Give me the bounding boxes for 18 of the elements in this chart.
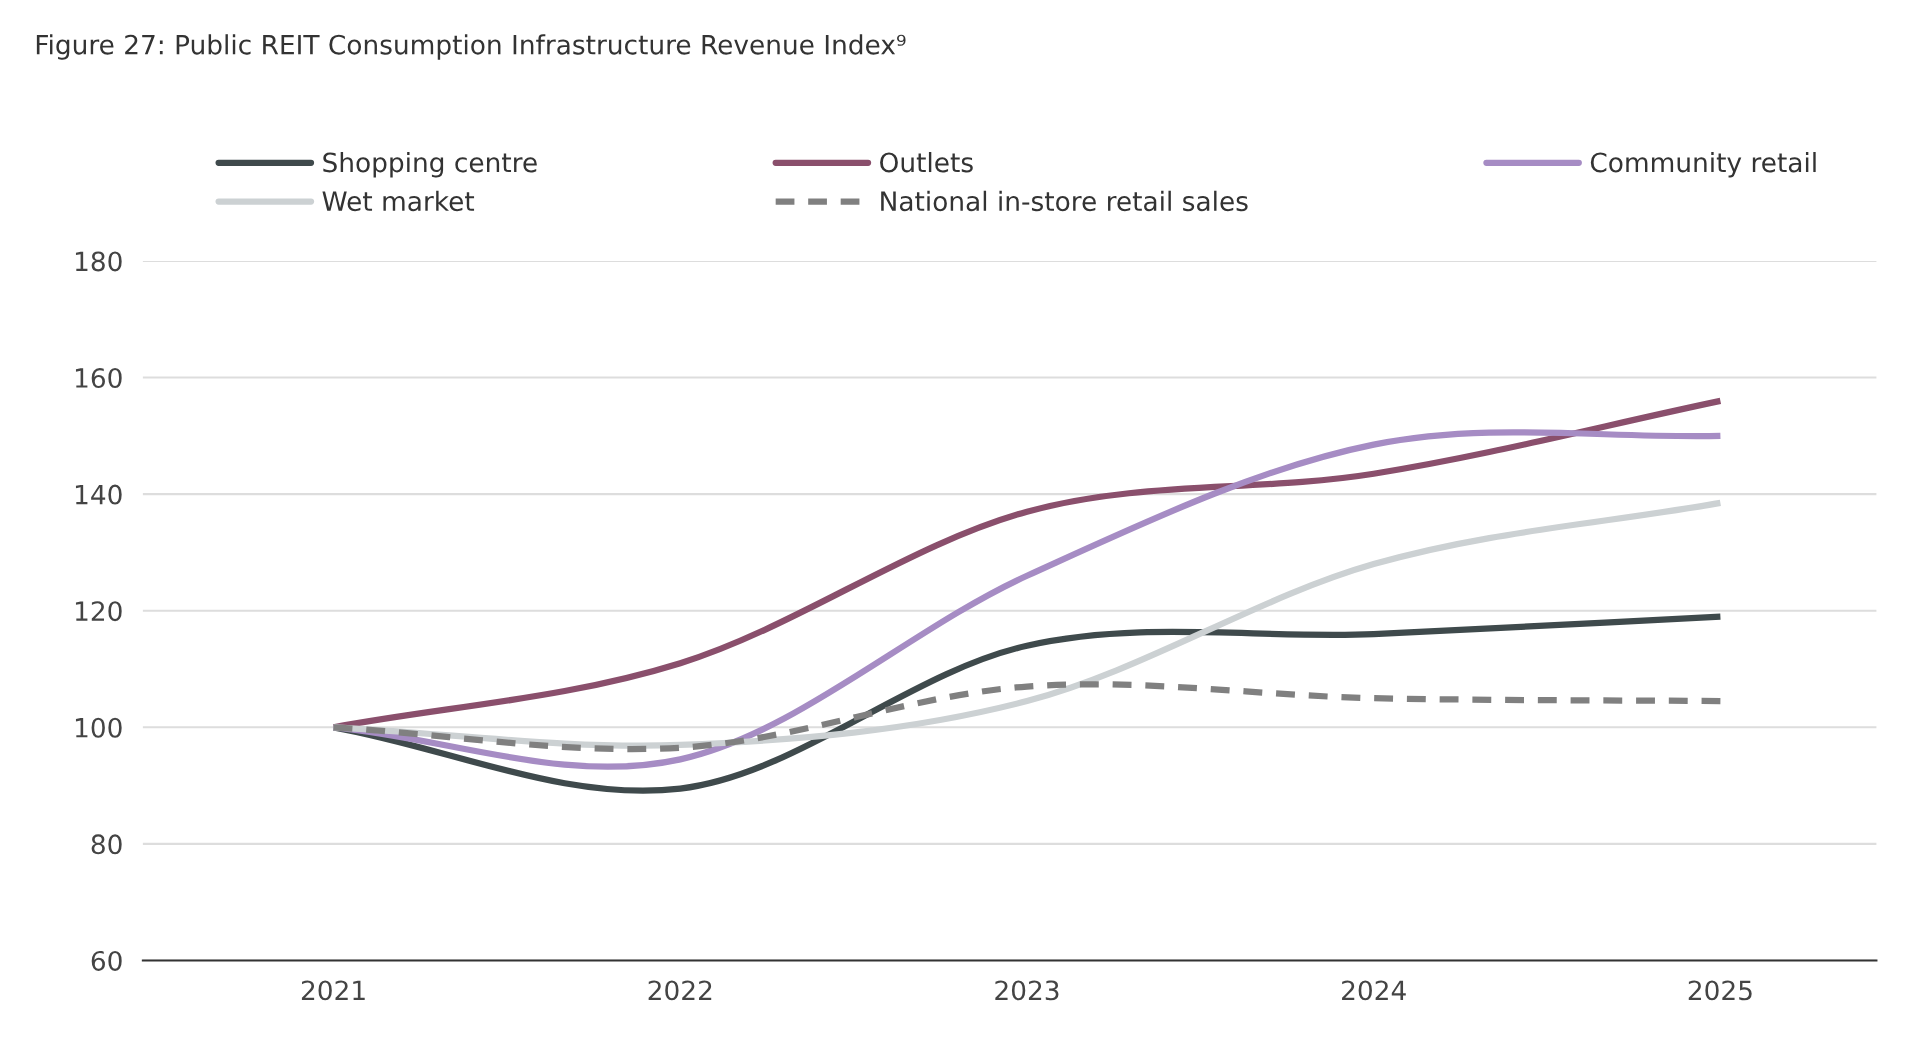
x-tick-label: 2025 <box>1688 980 1752 1001</box>
x-tick-label: 2021 <box>301 980 365 1001</box>
legend-label: National in-store retail sales <box>881 190 1248 212</box>
y-tick-label: 100 <box>75 717 122 738</box>
y-tick-label: 160 <box>75 368 122 388</box>
legend-label: Wet market <box>322 190 475 212</box>
x-tick-label: 2022 <box>648 980 712 1001</box>
x-tick-label: 2023 <box>995 980 1059 1001</box>
y-tick-label: 80 <box>91 834 122 855</box>
y-tick-label: 140 <box>75 484 122 505</box>
y-tick-label: 180 <box>75 251 122 272</box>
y-tick-label: 120 <box>75 601 122 622</box>
x-tick-label: 2024 <box>1342 980 1406 1001</box>
legend-label: Outlets <box>880 151 973 173</box>
chart-title: Figure 27: Public REIT Consumption Infrastructure Revenue Index⁹ <box>36 34 906 60</box>
y-tick-label: 60 <box>91 950 122 971</box>
legend-label: Community retail <box>1590 151 1816 178</box>
legend-label: Shopping centre <box>323 151 537 178</box>
